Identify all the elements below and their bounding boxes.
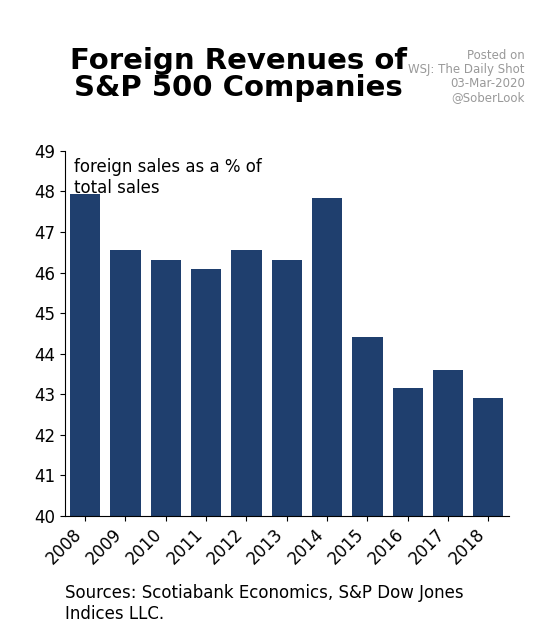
- Bar: [110, 250, 141, 629]
- Bar: [352, 337, 382, 629]
- Text: WSJ: The Daily Shot: WSJ: The Daily Shot: [408, 63, 525, 76]
- Bar: [232, 250, 261, 629]
- Text: @SoberLook: @SoberLook: [451, 91, 525, 104]
- Text: 03-Mar-2020: 03-Mar-2020: [450, 77, 525, 90]
- Bar: [433, 370, 463, 629]
- Bar: [312, 198, 342, 629]
- Bar: [150, 260, 181, 629]
- Text: Foreign Revenues of: Foreign Revenues of: [70, 47, 406, 75]
- Bar: [393, 388, 423, 629]
- Text: S&P 500 Companies: S&P 500 Companies: [74, 74, 403, 103]
- Text: Posted on: Posted on: [467, 49, 525, 62]
- Bar: [473, 398, 504, 629]
- Bar: [70, 194, 100, 629]
- Text: Sources: Scotiabank Economics, S&P Dow Jones
Indices LLC.: Sources: Scotiabank Economics, S&P Dow J…: [65, 584, 464, 623]
- Bar: [272, 260, 302, 629]
- Text: foreign sales as a % of
total sales: foreign sales as a % of total sales: [74, 159, 261, 197]
- Bar: [191, 269, 221, 629]
